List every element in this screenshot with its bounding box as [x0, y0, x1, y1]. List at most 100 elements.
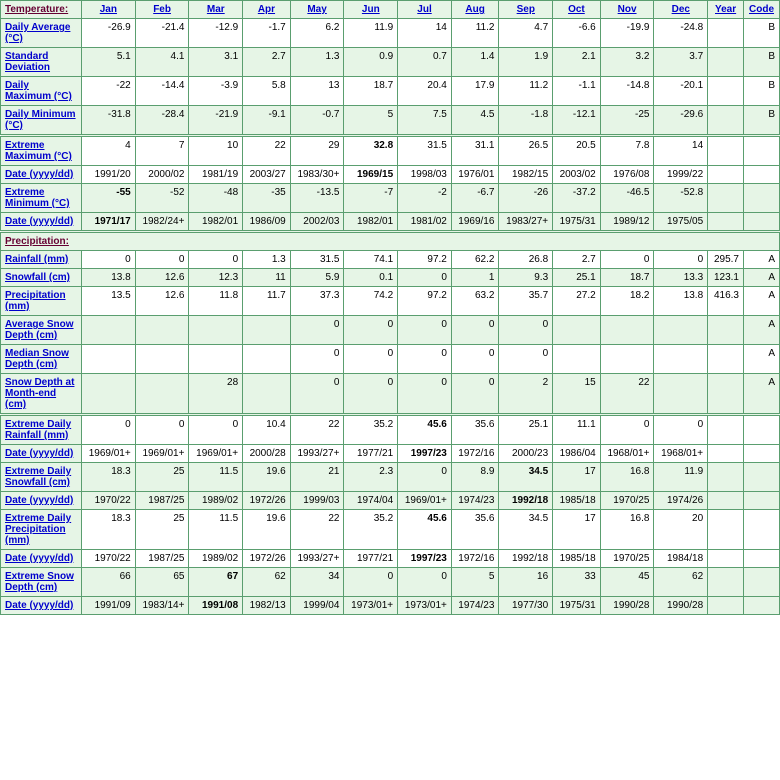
cell: 1976/01 — [451, 166, 499, 184]
cell: 1991/09 — [82, 597, 136, 615]
col-header-dec: Dec — [654, 1, 708, 19]
cell: -7 — [344, 184, 398, 213]
table-row: Daily Minimum (°C)-31.8-28.4-21.9-9.1-0.… — [1, 106, 780, 136]
cell: 11.7 — [243, 287, 291, 316]
cell — [654, 316, 708, 345]
cell: B — [744, 77, 780, 106]
row-label: Average Snow Depth (cm) — [1, 316, 82, 345]
cell: -46.5 — [600, 184, 654, 213]
cell — [654, 345, 708, 374]
cell: 3.2 — [600, 48, 654, 77]
table-row: Extreme Daily Snowfall (cm)18.32511.519.… — [1, 463, 780, 492]
cell: 35.7 — [499, 287, 553, 316]
cell: 29 — [290, 136, 344, 166]
cell: 1970/25 — [600, 492, 654, 510]
cell — [744, 184, 780, 213]
cell: 1985/18 — [553, 492, 601, 510]
cell: -9.1 — [243, 106, 291, 136]
cell: 1987/25 — [135, 492, 189, 510]
cell: 25.1 — [553, 269, 601, 287]
cell: A — [744, 374, 780, 415]
cell: 14 — [654, 136, 708, 166]
cell: 1983/14+ — [135, 597, 189, 615]
row-label: Date (yyyy/dd) — [1, 445, 82, 463]
cell: 2000/28 — [243, 445, 291, 463]
cell — [708, 597, 744, 615]
row-label: Snow Depth at Month-end (cm) — [1, 374, 82, 415]
cell — [553, 316, 601, 345]
table-row: Standard Deviation5.14.13.12.71.30.90.71… — [1, 48, 780, 77]
cell: 1982/24+ — [135, 213, 189, 232]
col-header-oct: Oct — [553, 1, 601, 19]
row-label: Date (yyyy/dd) — [1, 492, 82, 510]
cell: 5.1 — [82, 48, 136, 77]
cell: 1990/28 — [600, 597, 654, 615]
cell: 17.9 — [451, 77, 499, 106]
row-label: Median Snow Depth (cm) — [1, 345, 82, 374]
cell: -1.8 — [499, 106, 553, 136]
cell: 1997/23 — [398, 550, 452, 568]
cell — [744, 550, 780, 568]
row-label: Date (yyyy/dd) — [1, 550, 82, 568]
cell: 31.5 — [290, 251, 344, 269]
cell: -6.7 — [451, 184, 499, 213]
cell: 1997/23 — [398, 445, 452, 463]
cell: 0 — [451, 316, 499, 345]
row-label: Daily Minimum (°C) — [1, 106, 82, 136]
cell — [708, 184, 744, 213]
cell: 1998/03 — [398, 166, 452, 184]
cell: 1974/04 — [344, 492, 398, 510]
cell: 3.7 — [654, 48, 708, 77]
cell: 25 — [135, 510, 189, 550]
cell: 66 — [82, 568, 136, 597]
cell: 18.3 — [82, 463, 136, 492]
cell: 33 — [553, 568, 601, 597]
table-row: Date (yyyy/dd)1991/202000/021981/192003/… — [1, 166, 780, 184]
cell: 1973/01+ — [344, 597, 398, 615]
cell: 11.9 — [344, 19, 398, 48]
cell: 0 — [451, 374, 499, 415]
cell — [744, 568, 780, 597]
cell: 1969/01+ — [398, 492, 452, 510]
cell: 0 — [600, 251, 654, 269]
cell: 18.7 — [344, 77, 398, 106]
cell: 35.6 — [451, 510, 499, 550]
cell: A — [744, 345, 780, 374]
cell: 12.6 — [135, 269, 189, 287]
cell: 1975/31 — [553, 597, 601, 615]
cell: 1991/08 — [189, 597, 243, 615]
cell: 20.5 — [553, 136, 601, 166]
cell: -19.9 — [600, 19, 654, 48]
cell: 1983/30+ — [290, 166, 344, 184]
cell: B — [744, 19, 780, 48]
row-label: Extreme Snow Depth (cm) — [1, 568, 82, 597]
cell: 1971/17 — [82, 213, 136, 232]
cell: 35.2 — [344, 510, 398, 550]
cell: 0 — [344, 568, 398, 597]
cell: 8.9 — [451, 463, 499, 492]
cell: 32.8 — [344, 136, 398, 166]
cell: -14.4 — [135, 77, 189, 106]
cell — [189, 316, 243, 345]
cell: 63.2 — [451, 287, 499, 316]
table-row: Date (yyyy/dd)1970/221987/251989/021972/… — [1, 550, 780, 568]
cell: 1992/18 — [499, 550, 553, 568]
cell: 0 — [398, 345, 452, 374]
cell: 1969/01+ — [135, 445, 189, 463]
cell: -52.8 — [654, 184, 708, 213]
cell — [708, 568, 744, 597]
cell: 1969/01+ — [189, 445, 243, 463]
cell: 0 — [600, 415, 654, 445]
cell — [708, 316, 744, 345]
cell: 11.2 — [499, 77, 553, 106]
cell: 13.8 — [82, 269, 136, 287]
cell: 0 — [290, 345, 344, 374]
cell: 11.5 — [189, 463, 243, 492]
cell: 5.8 — [243, 77, 291, 106]
cell: 4.1 — [135, 48, 189, 77]
cell: 22 — [600, 374, 654, 415]
cell: 2 — [499, 374, 553, 415]
table-row: Snowfall (cm)13.812.612.3115.90.1019.325… — [1, 269, 780, 287]
cell: 0 — [398, 269, 452, 287]
table-row: Extreme Maximum (°C)4710222932.831.531.1… — [1, 136, 780, 166]
